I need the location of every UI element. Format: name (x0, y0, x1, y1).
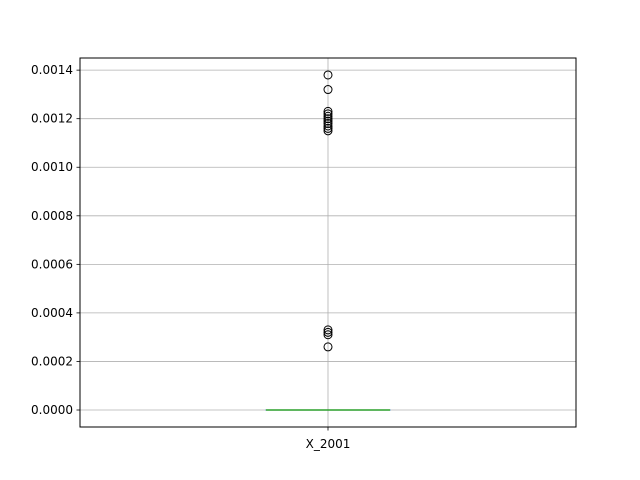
outlier-point (323, 123, 333, 133)
outlier-point (323, 85, 333, 95)
outlier-point (323, 126, 333, 136)
y-axis: 0.0000 0.0002 0.0004 0.0006 0.0008 0.0010 0.00… (31, 63, 80, 417)
outlier-point (323, 330, 333, 340)
outlier-point (323, 70, 333, 80)
y-tick-label: 0.0014 (31, 63, 73, 77)
y-tick-label: 0.0000 (31, 403, 73, 417)
grid-lines (80, 58, 576, 427)
outlier-point (323, 119, 333, 129)
outlier-point (323, 325, 333, 335)
y-tick-label: 0.0012 (31, 112, 73, 126)
y-tick-label: 0.0004 (31, 306, 73, 320)
y-tick-label: 0.0010 (31, 160, 73, 174)
outlier-point (323, 109, 333, 119)
x-tick-label: X_2001 (306, 437, 351, 451)
outlier-point (323, 121, 333, 131)
y-tick-label: 0.0006 (31, 257, 73, 271)
outlier-point (323, 327, 333, 337)
x-axis: X_2001 (306, 427, 351, 451)
outlier-point (323, 111, 333, 121)
box-plot-marks (265, 70, 391, 411)
outlier-point (323, 342, 333, 352)
outlier-point (323, 116, 333, 126)
outlier-point (323, 106, 333, 116)
y-tick-label: 0.0008 (31, 209, 73, 223)
y-tick-label: 0.0002 (31, 354, 73, 368)
outlier-point (323, 114, 333, 124)
